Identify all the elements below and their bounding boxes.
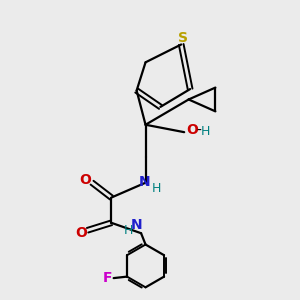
Text: O: O	[187, 123, 198, 137]
Text: O: O	[75, 226, 87, 240]
Text: -: -	[196, 123, 202, 137]
Text: F: F	[103, 271, 112, 285]
Text: N: N	[131, 218, 142, 232]
Text: H: H	[201, 125, 210, 138]
Text: S: S	[178, 31, 188, 45]
Text: H: H	[124, 224, 133, 237]
Text: N: N	[139, 175, 151, 188]
Text: H: H	[152, 182, 161, 194]
Text: O: O	[80, 173, 92, 187]
